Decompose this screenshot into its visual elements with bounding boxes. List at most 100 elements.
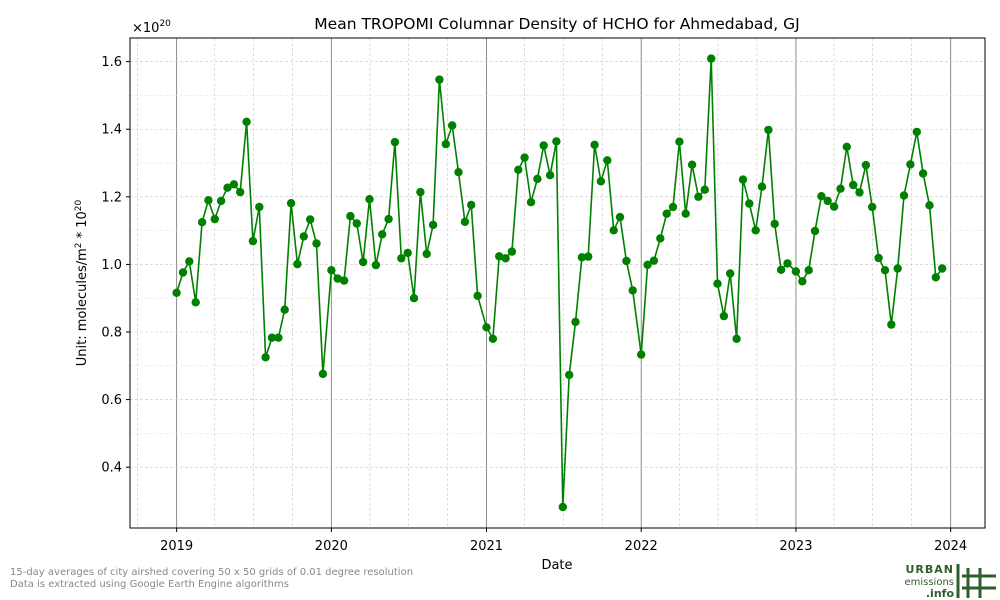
data-point [488,334,498,343]
data-point [798,277,807,286]
data-point [643,260,652,269]
data-point [172,288,181,297]
data-point [552,137,561,146]
data-point [318,369,328,379]
data-point [868,202,877,212]
data-point [899,191,909,200]
series-line [175,58,943,508]
logo-word-emissions: emissions [904,577,954,588]
data-point [687,160,697,169]
data-point [409,294,419,303]
data-point [565,370,574,380]
data-point [887,320,896,329]
data-point [668,202,678,212]
data-point [403,248,412,258]
data-point [197,218,207,227]
data-point [365,195,374,204]
data-point [738,175,748,184]
data-point [829,202,839,211]
data-point [339,276,349,285]
data-point [191,298,200,307]
y-tick-label: 1.6 [101,55,122,70]
data-point [874,253,883,263]
data-point [467,200,476,210]
data-point [448,121,457,130]
x-tick-label: 2019 [160,539,193,554]
data-point [694,192,703,201]
data-point [501,254,510,263]
series-layer [172,54,947,512]
x-tick-label: 2021 [470,539,503,554]
data-point [938,264,947,273]
data-point [700,185,709,194]
footnote: 15-day averages of city airshed covering… [10,567,413,591]
data-point [520,153,529,162]
x-tick-label: 2022 [625,539,658,554]
data-point [590,140,599,149]
data-point [842,142,851,151]
data-point [261,353,270,362]
data-point [732,334,741,343]
x-axis-label: Date [541,558,572,573]
data-point [229,180,239,189]
data-point [286,199,296,208]
data-point [327,266,336,275]
data-point [422,249,431,259]
data-point [906,160,915,169]
logo-word-info: .info [926,587,955,600]
data-point [371,260,381,270]
data-point [849,180,858,190]
data-point [210,214,219,224]
chart-title: Mean TROPOMI Columnar Density of HCHO fo… [314,15,799,33]
data-point [707,54,716,63]
data-point [713,279,722,288]
footnote-line-1: 15-day averages of city airshed covering… [10,567,414,578]
data-point [637,350,646,359]
data-point [223,183,232,192]
data-point [675,137,684,146]
data-point [248,236,258,246]
data-point [817,192,826,201]
data-point [306,215,315,224]
data-point [545,171,555,180]
data-point [242,117,251,127]
data-point [293,259,302,269]
data-point [539,141,548,150]
data-point [435,75,444,84]
data-point [577,253,587,262]
data-point [390,137,400,147]
y-tick-label: 1.0 [101,258,122,273]
data-point [719,311,729,321]
tick-layer: 2019 2020 2021 2022 2023 2024 0.4 0.6 0.8 1.0 1.2 1… [101,55,967,554]
data-point [571,317,580,327]
data-point [776,265,786,274]
urban-emissions-logo: URBAN emissions .info [904,563,996,600]
data-point [378,230,387,239]
data-point [810,226,820,236]
data-point [384,214,393,224]
hash-grid-icon [956,564,996,598]
data-point [514,165,523,174]
data-point [603,156,612,165]
y-tick-label: 0.6 [101,393,122,408]
y-axis-label: Unit: molecules/m2 * 1020 [74,199,90,366]
y-tick-label: 1.2 [101,190,122,205]
data-point [178,268,188,277]
data-point [460,217,470,226]
footnote-line-2: Data is extracted using Google Earth Eng… [10,579,289,590]
data-point [596,177,606,186]
data-point [726,269,735,278]
data-point [770,219,779,229]
x-tick-label: 2024 [934,539,967,554]
x-tick-label: 2023 [779,539,812,554]
data-point [912,127,921,137]
data-point [662,209,671,218]
y-tick-label: 0.4 [101,461,122,476]
data-point [656,234,665,243]
data-point [764,125,773,135]
data-point [358,257,368,267]
y-offset-label: ×1020 [132,19,171,36]
data-point [185,257,194,266]
data-point [533,174,542,184]
